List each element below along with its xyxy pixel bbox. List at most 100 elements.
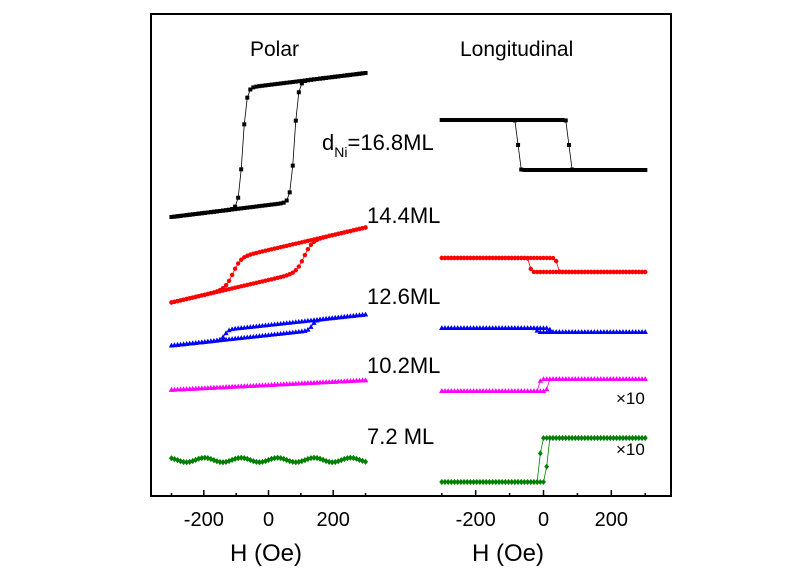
point-polar-0-u-28 (254, 204, 259, 209)
point-longitudinal-1-d-20 (579, 269, 584, 275)
point-polar-4-d-40 (241, 455, 247, 462)
point-polar-4-d-6 (344, 455, 350, 462)
point-polar-4-d-12 (326, 458, 332, 465)
point-polar-0-d-12 (327, 75, 332, 80)
point-longitudinal-1-d-33 (538, 269, 543, 275)
point-longitudinal-0-d-63 (442, 118, 447, 122)
point-longitudinal-3-d-64 (439, 388, 445, 393)
point-polar-0-d-19 (305, 78, 310, 83)
point-longitudinal-0-d-56 (465, 118, 470, 122)
point-longitudinal-4-d-15 (595, 435, 600, 441)
point-longitudinal-4-d-35 (531, 479, 537, 485)
point-polar-4-d-35 (257, 459, 262, 466)
point-longitudinal-0-u-39 (563, 118, 568, 123)
point-polar-4-d-14 (320, 456, 326, 463)
point-longitudinal-2-d-33 (537, 329, 543, 334)
point-polar-0-d-56 (193, 212, 198, 216)
point-polar-0-d-18 (308, 77, 313, 82)
longitudinal-curve-2 (439, 325, 648, 334)
point-polar-4-d-48 (217, 458, 223, 465)
point-polar-0-d-45 (227, 207, 232, 212)
point-polar-0-d-40 (242, 122, 247, 127)
point-polar-0-u-42 (296, 90, 301, 95)
point-polar-4-d-54 (199, 455, 205, 462)
point-polar-4-d-47 (220, 459, 226, 466)
point-longitudinal-4-d-25 (563, 435, 569, 441)
polar-curve-4 (169, 454, 368, 466)
point-polar-0-d-24 (290, 80, 295, 84)
point-polar-0-u-30 (260, 203, 265, 208)
point-polar-1-u-41 (293, 268, 298, 273)
point-longitudinal-0-d-5 (627, 168, 632, 172)
point-longitudinal-4-d-23 (569, 435, 575, 441)
point-longitudinal-4-d-51 (480, 479, 486, 485)
point-polar-2-d-64 (168, 342, 175, 348)
point-longitudinal-1-d-24 (566, 269, 572, 275)
point-longitudinal-1-d-21 (576, 269, 581, 275)
point-polar-0-u-23 (239, 206, 244, 211)
point-longitudinal-1-d-23 (569, 269, 575, 275)
point-longitudinal-2-u-33 (544, 325, 550, 331)
point-longitudinal-3-d-33 (537, 377, 543, 383)
point-polar-0-d-64 (169, 215, 174, 219)
point-longitudinal-0-d-58 (458, 118, 463, 122)
point-longitudinal-4-d-4 (630, 435, 635, 441)
point-polar-2-d-48 (217, 336, 223, 342)
point-longitudinal-1-d-35 (531, 269, 537, 275)
point-polar-0-u-34 (272, 202, 277, 207)
point-longitudinal-2-d-34 (534, 327, 540, 333)
point-polar-2-u-47 (311, 320, 317, 325)
point-longitudinal-0-d-32 (541, 168, 546, 172)
point-longitudinal-1-d-30 (547, 269, 553, 275)
point-longitudinal-0-d-54 (471, 118, 476, 122)
tick-label-polar-0: 0 (263, 509, 274, 531)
point-longitudinal-4-d-5 (626, 435, 632, 441)
point-polar-4-d-41 (238, 454, 244, 461)
point-longitudinal-1-d-50 (484, 255, 489, 261)
point-polar-0-d-17 (311, 77, 316, 82)
point-longitudinal-4-d-6 (623, 435, 629, 441)
point-longitudinal-4-d-9 (614, 435, 620, 441)
point-polar-0-u-39 (287, 190, 292, 195)
point-polar-4-d-42 (235, 455, 241, 462)
polar-curve-0 (169, 71, 368, 219)
point-longitudinal-0-u-29 (531, 118, 536, 122)
point-polar-0-u-25 (245, 205, 250, 210)
series-label-10-2: 10.2ML (367, 353, 440, 378)
point-longitudinal-0-d-60 (452, 118, 457, 122)
point-polar-4-d-60 (181, 458, 186, 465)
point-longitudinal-0-d-0 (643, 168, 648, 172)
point-longitudinal-4-d-13 (601, 435, 607, 441)
point-polar-0-d-0 (363, 71, 368, 75)
point-polar-4-d-21 (299, 458, 305, 465)
point-longitudinal-4-d-22 (572, 435, 578, 441)
point-polar-0-d-21 (299, 78, 304, 83)
point-longitudinal-0-d-37 (525, 167, 530, 172)
point-longitudinal-0-d-6 (624, 168, 629, 172)
polar-curve-3 (168, 377, 369, 392)
curves-group (168, 71, 648, 485)
point-longitudinal-0-d-61 (449, 118, 454, 122)
point-polar-1-d-44 (229, 272, 235, 278)
point-longitudinal-1-d-45 (499, 255, 505, 261)
point-longitudinal-4-d-58 (458, 479, 464, 485)
point-longitudinal-4-d-47 (493, 479, 499, 485)
point-longitudinal-3-u-32 (540, 388, 547, 393)
point-longitudinal-0-u-25 (519, 118, 524, 122)
point-longitudinal-0-d-31 (544, 168, 549, 172)
point-longitudinal-1-u-33 (544, 255, 549, 261)
point-polar-4-d-29 (275, 454, 280, 461)
point-polar-4-d-31 (269, 455, 274, 462)
point-polar-0-u-38 (284, 198, 289, 203)
point-polar-0-d-8 (339, 74, 344, 78)
point-polar-0-d-33 (263, 83, 268, 88)
point-polar-4-d-15 (317, 455, 323, 462)
point-longitudinal-1-d-57 (461, 255, 467, 261)
point-longitudinal-4-d-12 (604, 435, 610, 441)
point-longitudinal-0-d-49 (487, 118, 492, 122)
point-longitudinal-1-d-22 (573, 269, 578, 275)
point-polar-0-d-47 (221, 208, 226, 213)
point-polar-0-d-35 (257, 84, 262, 89)
point-polar-4-d-30 (272, 455, 277, 462)
